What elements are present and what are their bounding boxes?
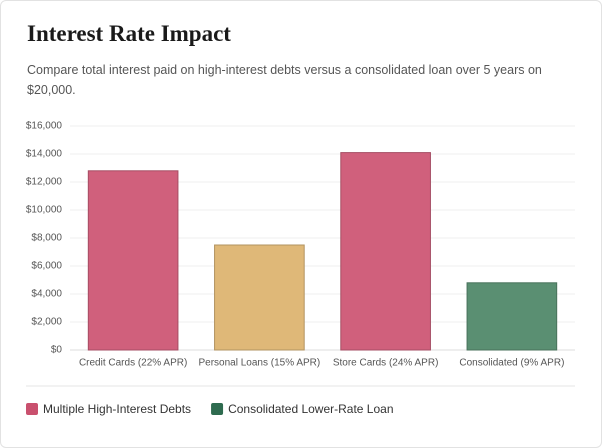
chart-title: Interest Rate Impact [27,21,231,46]
x-tick-label: Personal Loans (15% APR) [199,358,321,369]
y-tick-label: $10,000 [26,205,63,216]
y-tick-label: $6,000 [31,261,62,272]
bar [87,170,179,351]
bar [340,152,431,351]
x-tick-label: Store Cards (24% APR) [333,358,439,369]
y-tick-label: $4,000 [31,289,62,300]
x-tick-label: Consolidated (9% APR) [459,358,564,369]
chart-subtitle: Compare total interest paid on high-inte… [27,63,542,97]
legend-label: Multiple High-Interest Debts [43,402,191,416]
legend-swatch [26,403,38,415]
y-tick-label: $8,000 [31,233,62,244]
y-tick-label: $14,000 [26,149,63,160]
bar [466,282,558,351]
x-tick-label: Credit Cards (22% APR) [79,358,187,369]
bar [214,244,305,351]
y-tick-label: $2,000 [31,317,62,328]
y-tick-label: $12,000 [26,177,63,188]
y-tick-label: $16,000 [26,121,63,132]
y-tick-label: $0 [51,345,63,356]
legend-label: Consolidated Lower-Rate Loan [228,402,393,416]
legend-swatch [211,403,224,415]
